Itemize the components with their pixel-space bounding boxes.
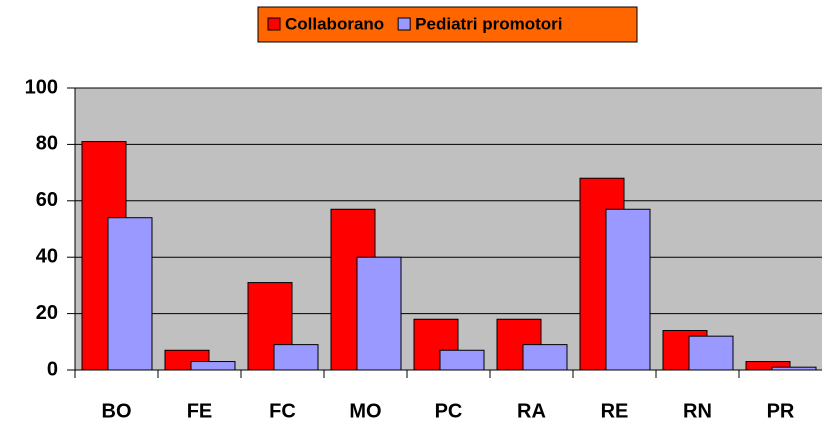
bar: [522, 344, 568, 371]
y-tick-label: 40: [36, 245, 58, 267]
x-tick-label: FE: [187, 400, 213, 422]
x-tick-label: RN: [683, 400, 712, 422]
legend-label: Pediatri promotori: [415, 14, 562, 33]
bar: [190, 361, 236, 371]
x-tick-label: PR: [767, 400, 795, 422]
y-tick-label: 60: [36, 189, 58, 211]
legend-swatch: [267, 17, 281, 31]
y-tick-label: 20: [36, 302, 58, 324]
y-tick-label: 0: [47, 358, 58, 380]
y-tick-label: 100: [25, 76, 58, 98]
y-tick-label: 80: [36, 133, 58, 155]
x-tick-label: FC: [269, 400, 296, 422]
x-tick-label: BO: [102, 400, 132, 422]
legend-swatch: [397, 17, 411, 31]
legend-label: Collaborano: [285, 14, 384, 33]
x-tick-label: RA: [517, 400, 546, 422]
legend-box: [257, 6, 638, 43]
bar: [688, 335, 734, 371]
bar: [605, 208, 651, 371]
bar: [439, 349, 485, 371]
x-tick-label: MO: [349, 400, 381, 422]
bar: [107, 217, 153, 371]
x-tick-label: PC: [435, 400, 463, 422]
bar: [273, 344, 319, 371]
bar: [356, 256, 402, 371]
x-tick-label: RE: [601, 400, 629, 422]
